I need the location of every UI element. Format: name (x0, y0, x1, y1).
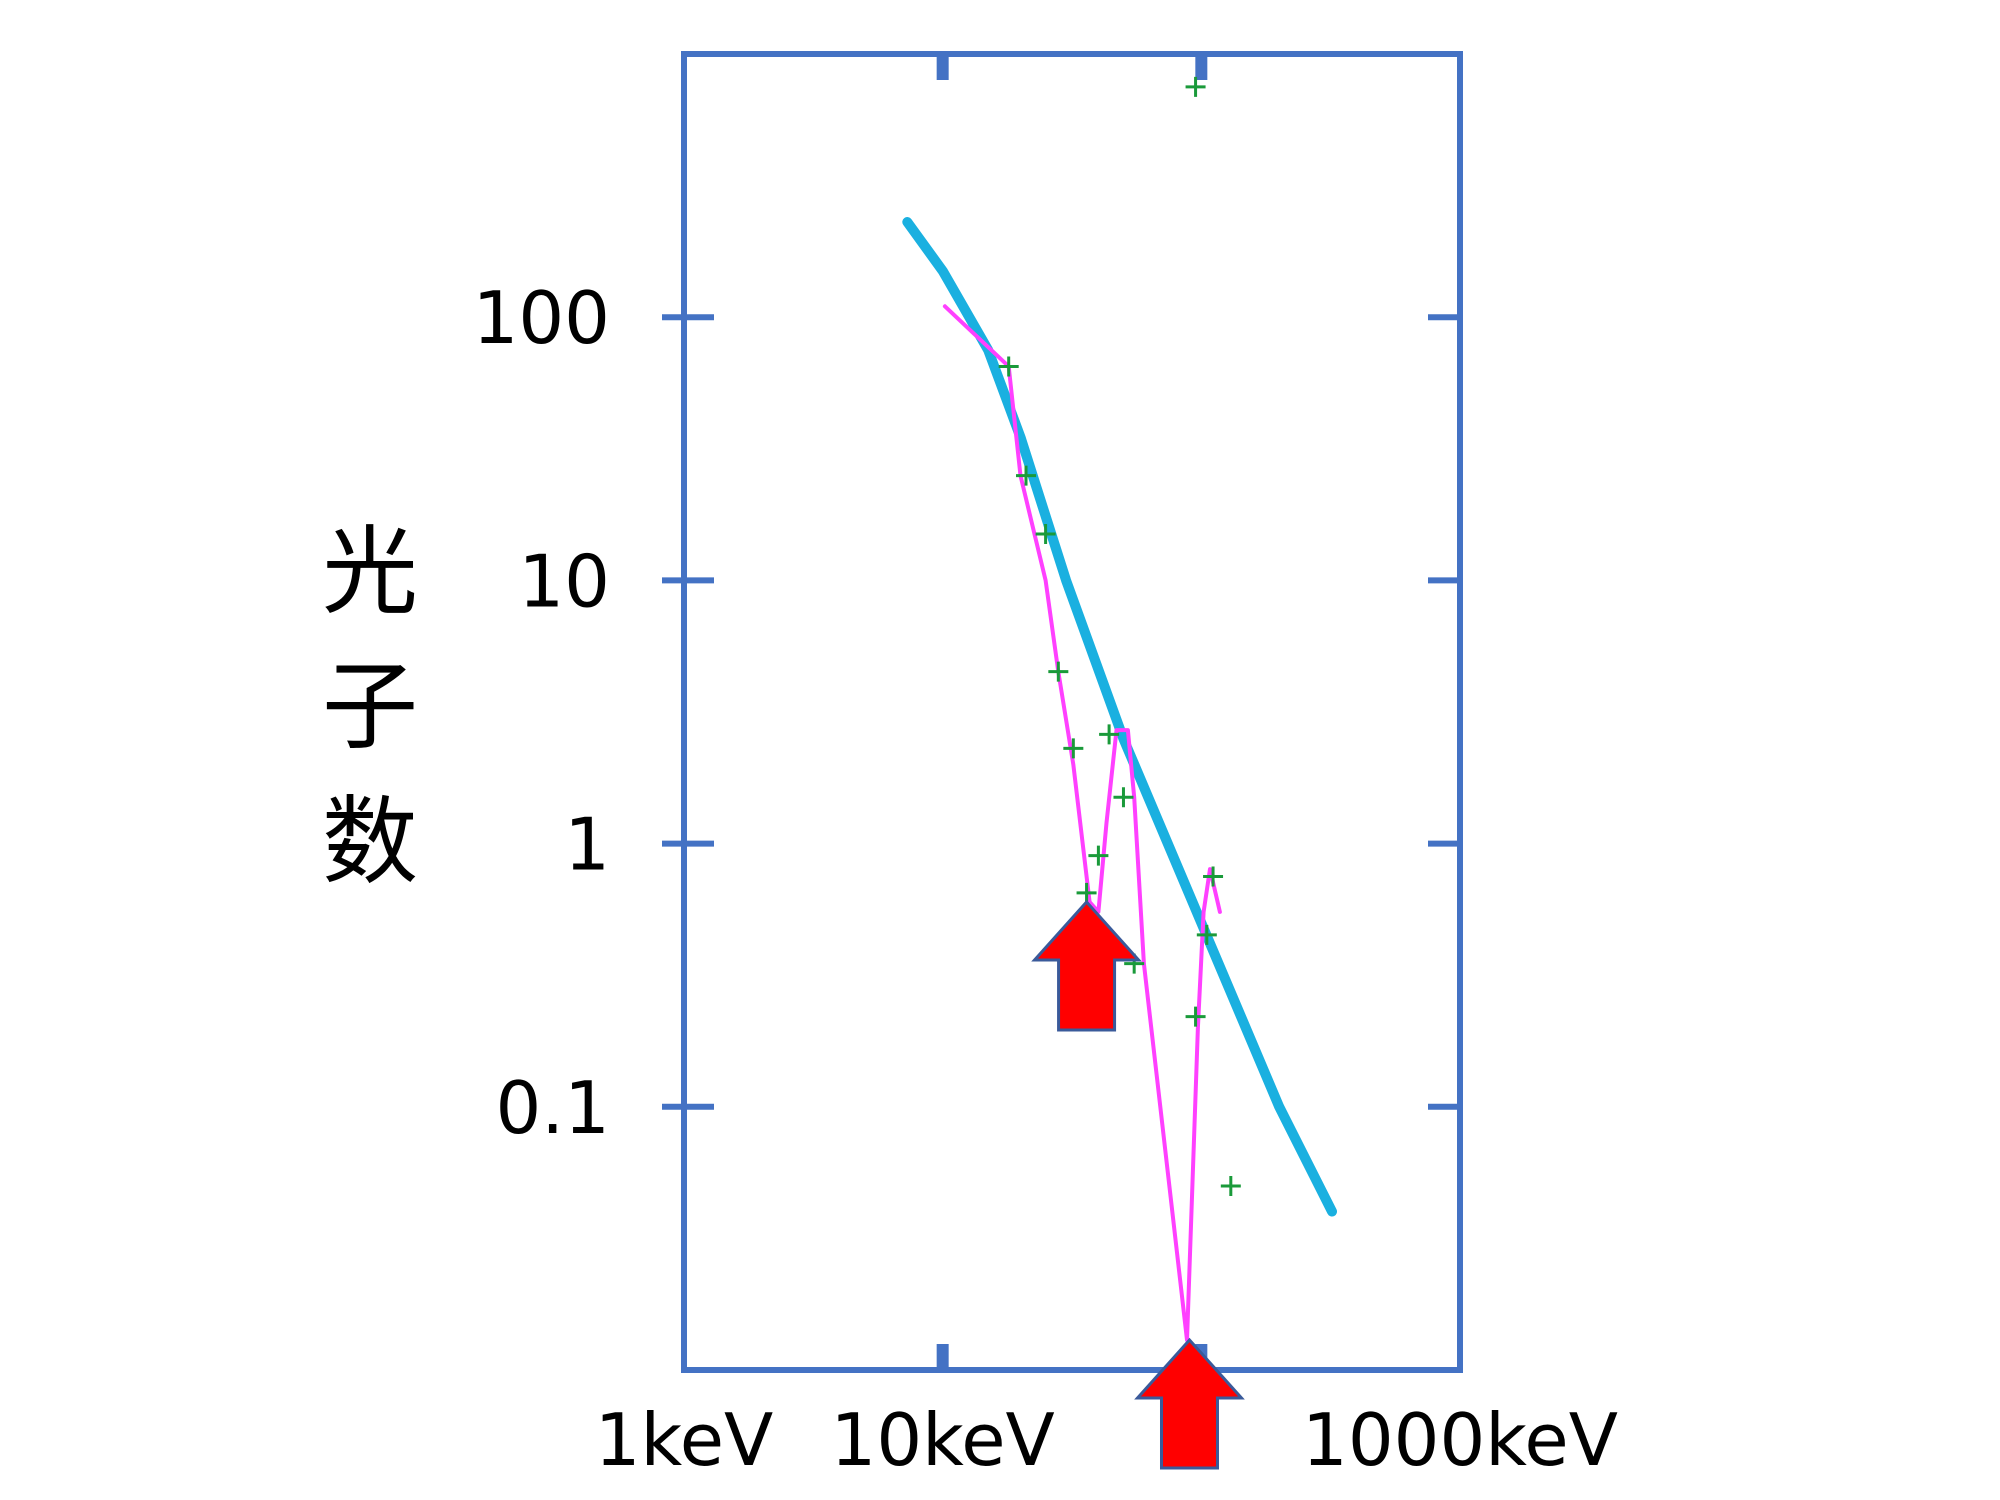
data-point-marker (1063, 738, 1084, 759)
data-point-marker (1185, 76, 1206, 97)
data-point-marker (1220, 1176, 1241, 1197)
y-tick-label: 1 (564, 803, 610, 887)
y-axis-label-char: 子 (322, 651, 418, 763)
data-point-marker (998, 356, 1019, 377)
y-axis-label: 光子数 (322, 516, 418, 898)
y-tick-label: 10 (518, 539, 610, 623)
model-curve-line (902, 217, 1337, 1217)
data-point-marker (1185, 1006, 1206, 1027)
x-tick-label: 10keV (831, 1398, 1055, 1482)
red-up-arrow (1031, 899, 1142, 1032)
y-tick-label: 100 (473, 276, 610, 360)
y-tick-label: 0.1 (495, 1066, 610, 1150)
data-point-marker (1088, 845, 1109, 866)
red-up-arrow (1134, 1337, 1245, 1470)
plot-border (681, 51, 1463, 1373)
plot-frame (681, 51, 1463, 1373)
axis-ticks (662, 54, 1460, 1370)
data-point-marker (1048, 661, 1069, 682)
data-point-marker (1099, 724, 1120, 745)
data-point-marker (1035, 524, 1056, 545)
marker-series (998, 76, 1241, 1197)
y-axis-tick-labels: 100 10 1 0.1 (473, 276, 610, 1150)
x-tick-label: 1keV (595, 1398, 774, 1482)
data-point-marker (1113, 787, 1134, 808)
y-axis-label-char: 光 (322, 516, 418, 628)
data-point-marker (1203, 866, 1224, 887)
data-point-marker (1196, 924, 1217, 945)
data-point-marker (1016, 465, 1037, 486)
x-tick-label: 1000keV (1302, 1398, 1618, 1482)
data-point-marker (1076, 882, 1097, 903)
measured-spectrum-line (942, 304, 1222, 1342)
series-layer (902, 76, 1337, 1342)
annotation-layer (1031, 899, 1245, 1470)
x-axis-tick-labels: 1keV 10keV 1000keV (595, 1398, 1618, 1482)
y-axis-label-char: 数 (322, 786, 418, 898)
